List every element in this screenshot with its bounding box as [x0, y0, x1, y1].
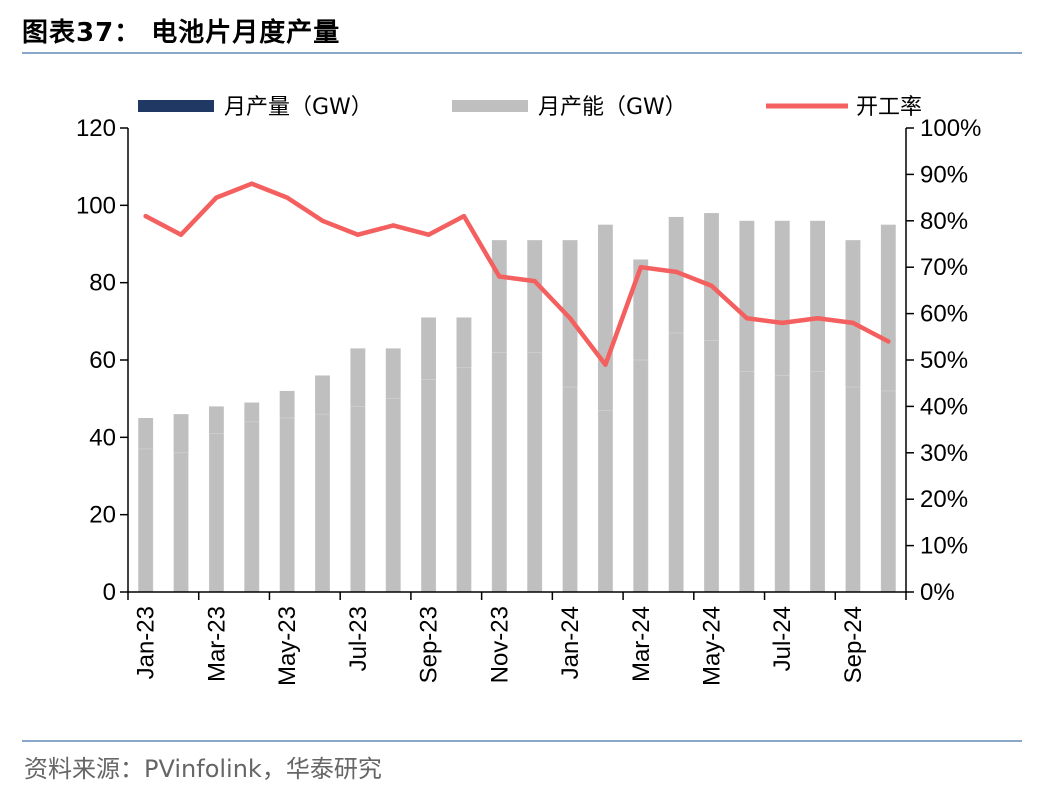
- production-bar: [562, 386, 578, 593]
- right-tick-label: 90%: [920, 161, 968, 188]
- production-bar: [491, 351, 508, 593]
- utilization-point: [214, 195, 219, 200]
- utilization-point: [603, 362, 608, 367]
- utilization-point: [320, 218, 325, 223]
- utilization-point: [850, 320, 856, 326]
- utilization-point: [426, 232, 431, 237]
- x-tick-label: Jan-23: [133, 606, 160, 679]
- chart-title: 图表37： 电池片月度产量: [22, 18, 341, 48]
- right-tick-label: 40%: [920, 393, 968, 420]
- footer-divider: [22, 740, 1022, 742]
- production-bar: [244, 421, 260, 593]
- left-tick-label: 40: [89, 424, 116, 451]
- utilization-point: [709, 283, 714, 288]
- utilization-point: [532, 278, 537, 284]
- chart-area: 月产量（GW） 月产能（GW） 开工率 0 20 40 60 80 100 120 0% 10%…: [76, 95, 981, 686]
- axes: [120, 127, 914, 600]
- utilization-point: [638, 265, 643, 270]
- utilization-point: [886, 339, 891, 344]
- utilization-point: [567, 316, 573, 321]
- utilization-point: [249, 181, 254, 186]
- utilization-point: [143, 213, 148, 219]
- production-bar: [526, 351, 543, 593]
- utilization-point: [461, 213, 467, 219]
- left-tick-label: 120: [76, 115, 116, 142]
- utilization-point: [673, 269, 679, 275]
- tick-labels: 0 20 40 60 80 100 120 0% 10% 20% 30% 40% 50% 60% 70% 80…: [76, 115, 981, 686]
- right-tick-label: 70%: [920, 254, 968, 281]
- utilization-point: [815, 316, 820, 321]
- utilization-point: [355, 232, 361, 237]
- legend: 月产量（GW） 月产能（GW） 开工率: [138, 95, 922, 120]
- legend-swatch-capacity: [452, 100, 528, 112]
- legend-swatch-production: [138, 100, 214, 112]
- utilization-line: [143, 181, 891, 367]
- production-bar: [809, 371, 826, 593]
- production-bar: [420, 379, 437, 593]
- x-tick-label: Jan-24: [557, 606, 584, 679]
- production-bar: [845, 386, 861, 593]
- utilization-point: [744, 316, 750, 321]
- left-tick-label: 100: [76, 192, 116, 219]
- utilization-point: [178, 232, 184, 237]
- x-tick-label: Jul-24: [769, 606, 796, 671]
- x-tick-label: Sep-23: [416, 606, 443, 683]
- production-bar: [668, 332, 684, 593]
- production-bar: [703, 340, 720, 593]
- left-tick-label: 0: [103, 579, 116, 606]
- production-bar: [314, 413, 331, 593]
- x-tick-label: Sep-24: [840, 606, 867, 683]
- title-divider: [22, 52, 1022, 54]
- production-bar: [739, 371, 755, 593]
- x-tick-label: Mar-24: [628, 606, 655, 682]
- production-bar: [880, 390, 897, 593]
- legend-label-utilization: 开工率: [856, 95, 922, 120]
- x-tick-label: Jul-23: [345, 606, 372, 671]
- right-tick-label: 80%: [920, 208, 968, 235]
- utilization-point: [284, 195, 290, 200]
- production-bar: [208, 433, 225, 593]
- x-tick-label: May-23: [274, 606, 301, 686]
- left-tick-label: 20: [89, 502, 116, 529]
- right-tick-label: 30%: [920, 440, 968, 467]
- production-bar: [456, 367, 472, 593]
- production-bar: [633, 359, 649, 593]
- production-bar: [597, 409, 614, 593]
- x-tick-label: May-24: [699, 606, 726, 686]
- utilization-point: [780, 320, 785, 326]
- left-tick-label: 60: [89, 347, 116, 374]
- right-tick-label: 0%: [920, 579, 955, 606]
- left-tick-label: 80: [89, 270, 116, 297]
- production-bar: [774, 375, 790, 593]
- right-tick-label: 20%: [920, 486, 968, 513]
- utilization-series-line: [143, 181, 891, 367]
- utilization-point: [497, 274, 502, 279]
- production-bar: [385, 398, 401, 593]
- production-bar: [137, 448, 154, 593]
- production-bars: [137, 332, 897, 593]
- x-tick-label: Mar-23: [203, 606, 230, 682]
- utilization-point: [391, 223, 396, 228]
- right-tick-label: 10%: [920, 533, 968, 560]
- legend-label-capacity: 月产能（GW）: [538, 95, 687, 120]
- right-tick-label: 60%: [920, 301, 968, 328]
- production-bar: [350, 406, 366, 593]
- source-note: 资料来源：PVinfolink，华泰研究: [24, 755, 382, 783]
- right-tick-label: 50%: [920, 347, 968, 374]
- production-bar: [173, 452, 189, 593]
- x-tick-label: Nov-23: [486, 606, 513, 683]
- right-tick-label: 100%: [920, 115, 981, 142]
- legend-label-production: 月产量（GW）: [224, 95, 373, 120]
- production-bar: [279, 417, 295, 593]
